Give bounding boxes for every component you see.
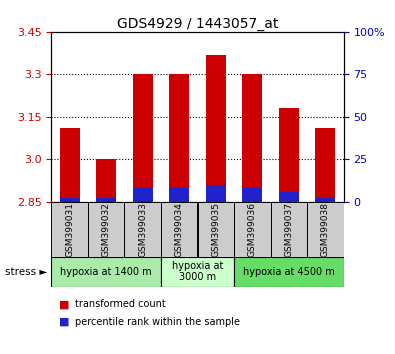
- Bar: [307, 202, 344, 257]
- Text: ■: ■: [59, 299, 70, 309]
- Bar: [315, 128, 335, 202]
- Text: GSM399034: GSM399034: [175, 202, 184, 257]
- Title: GDS4929 / 1443057_at: GDS4929 / 1443057_at: [117, 17, 278, 31]
- Text: GSM399035: GSM399035: [211, 202, 220, 257]
- Bar: [279, 192, 299, 202]
- Bar: [279, 108, 299, 202]
- Text: hypoxia at 1400 m: hypoxia at 1400 m: [60, 267, 152, 277]
- Text: hypoxia at 4500 m: hypoxia at 4500 m: [243, 267, 335, 277]
- Text: ■: ■: [59, 317, 70, 327]
- Text: GSM399033: GSM399033: [138, 202, 147, 257]
- Text: GSM399032: GSM399032: [102, 202, 111, 257]
- Bar: [206, 185, 226, 202]
- Bar: [234, 202, 271, 257]
- Bar: [96, 198, 116, 202]
- Text: stress ►: stress ►: [5, 267, 47, 277]
- Text: GSM399037: GSM399037: [284, 202, 293, 257]
- Text: GSM399038: GSM399038: [321, 202, 330, 257]
- Bar: [198, 202, 234, 257]
- Text: transformed count: transformed count: [75, 299, 166, 309]
- Bar: [161, 257, 234, 287]
- Bar: [51, 257, 161, 287]
- Bar: [169, 188, 189, 202]
- Bar: [60, 128, 80, 202]
- Bar: [234, 257, 344, 287]
- Bar: [88, 202, 124, 257]
- Bar: [169, 74, 189, 202]
- Bar: [242, 74, 262, 202]
- Text: hypoxia at
3000 m: hypoxia at 3000 m: [172, 261, 223, 282]
- Text: GSM399031: GSM399031: [65, 202, 74, 257]
- Bar: [133, 188, 153, 202]
- Bar: [133, 74, 153, 202]
- Bar: [206, 55, 226, 202]
- Bar: [51, 202, 88, 257]
- Bar: [124, 202, 161, 257]
- Bar: [271, 202, 307, 257]
- Bar: [60, 198, 80, 202]
- Text: percentile rank within the sample: percentile rank within the sample: [75, 317, 240, 327]
- Bar: [315, 198, 335, 202]
- Bar: [161, 202, 198, 257]
- Bar: [96, 159, 116, 202]
- Bar: [242, 188, 262, 202]
- Text: GSM399036: GSM399036: [248, 202, 257, 257]
